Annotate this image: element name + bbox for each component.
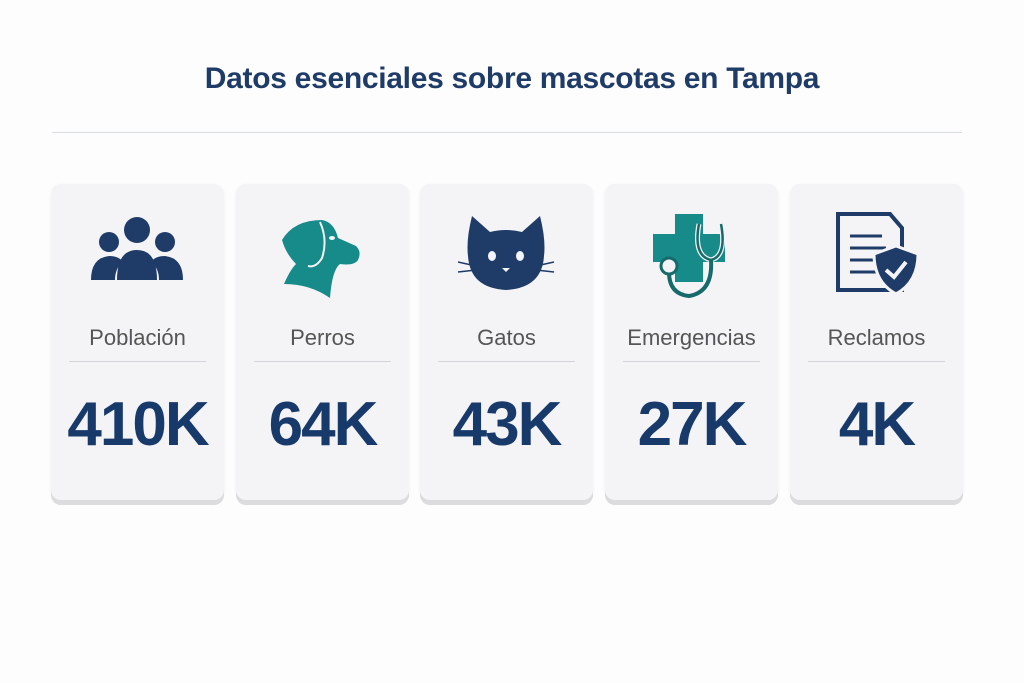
- stat-label: Perros: [290, 325, 355, 350]
- stat-value: 64K: [268, 390, 379, 459]
- stat-card-perros: Perros 64K: [236, 184, 409, 500]
- stat-card-reclamos: Reclamos 4K: [790, 184, 963, 500]
- stat-card-poblacion: Población 410K: [51, 184, 224, 500]
- dog-icon: [282, 220, 360, 298]
- stat-value: 43K: [452, 390, 563, 459]
- stat-card-gatos: Gatos 43K: [420, 184, 593, 500]
- card-divider: [438, 361, 575, 362]
- card-divider: [808, 361, 945, 362]
- card-divider: [69, 361, 206, 362]
- stat-value: 27K: [637, 390, 748, 459]
- medical-stethoscope-icon: [653, 214, 726, 299]
- stat-label: Reclamos: [827, 325, 926, 350]
- stat-label: Gatos: [477, 325, 536, 350]
- stat-value: 4K: [838, 390, 916, 459]
- title-divider: [52, 132, 962, 133]
- card-divider: [623, 361, 760, 362]
- card-divider: [254, 361, 391, 362]
- page-title: Datos esenciales sobre mascotas en Tampa: [204, 62, 820, 95]
- people-icon: [91, 217, 183, 280]
- stat-label: Población: [89, 325, 186, 350]
- stat-value: 410K: [67, 390, 209, 459]
- stat-card-emergencias: Emergencias 27K: [605, 184, 778, 500]
- stat-label: Emergencias: [627, 325, 756, 350]
- cat-icon: [457, 216, 555, 290]
- document-shield-icon: [836, 212, 920, 296]
